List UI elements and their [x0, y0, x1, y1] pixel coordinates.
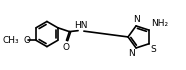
Text: HN: HN: [74, 21, 88, 30]
Text: CH₃: CH₃: [2, 36, 19, 45]
Text: O: O: [24, 36, 31, 45]
Text: S: S: [150, 45, 156, 54]
Text: NH₂: NH₂: [151, 19, 168, 28]
Text: N: N: [128, 49, 135, 58]
Text: N: N: [133, 15, 140, 24]
Text: O: O: [62, 43, 69, 52]
